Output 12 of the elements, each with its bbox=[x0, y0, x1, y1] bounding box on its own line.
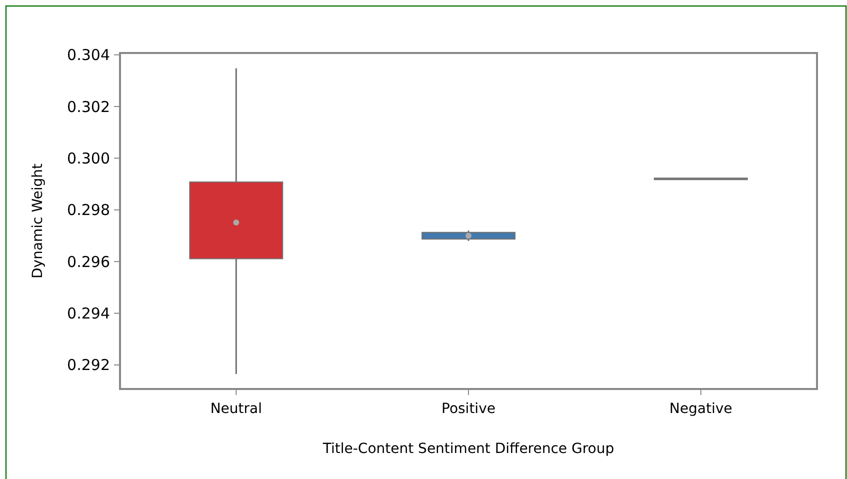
y-axis-title: Dynamic Weight bbox=[30, 163, 46, 278]
y-tick-label: 0.298 bbox=[67, 201, 110, 220]
x-tick-label: Neutral bbox=[210, 401, 262, 417]
y-tick-label: 0.300 bbox=[67, 149, 110, 168]
x-tick-label: Negative bbox=[669, 401, 732, 417]
y-tick-label: 0.294 bbox=[67, 304, 110, 323]
x-tick-label: Positive bbox=[442, 401, 496, 417]
y-tick-label: 0.302 bbox=[67, 98, 110, 116]
y-tick-label: 0.292 bbox=[67, 356, 110, 374]
y-tick-label: 0.304 bbox=[67, 46, 110, 64]
y-tick-label: 0.296 bbox=[67, 252, 110, 271]
x-axis-title: Title-Content Sentiment Difference Group bbox=[322, 441, 614, 457]
